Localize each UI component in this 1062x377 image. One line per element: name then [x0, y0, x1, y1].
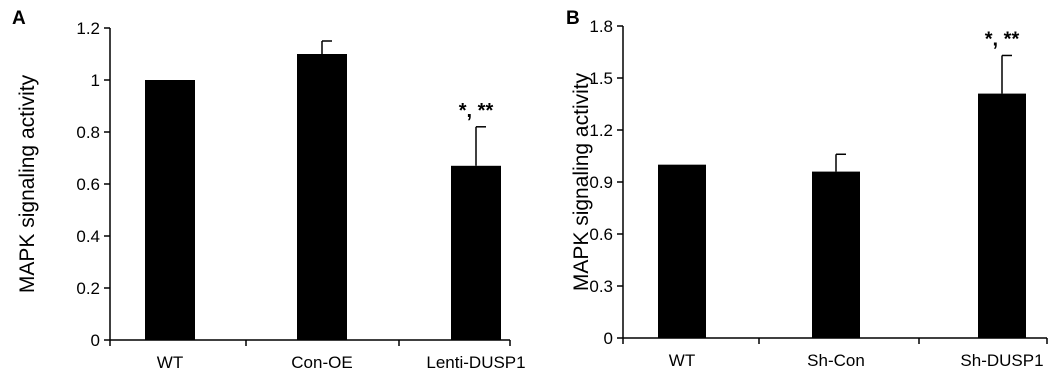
panel-b-significance-label: *, ** [985, 28, 1020, 50]
panel-b-bar [978, 93, 1026, 338]
panel-b-letter: B [566, 8, 580, 29]
panel-a-y-tick-label: 0.2 [76, 279, 100, 298]
panel-a-bar [145, 80, 195, 340]
panel-b-y-tick-label: 1.8 [589, 17, 613, 36]
panel-a-y-tick-label: 0.4 [76, 227, 100, 246]
panel-b-y-axis-label: MAPK signaling activity [570, 72, 593, 291]
panel-a-category-label: Con-OE [291, 353, 352, 372]
panel-a-category-label: Lenti-DUSP1 [426, 353, 525, 372]
panel-a-category-label: WT [157, 353, 183, 372]
panel-a-significance-label: *, ** [459, 100, 494, 122]
panel-b-category-label: WT [669, 351, 695, 370]
panel-b-y-tick-label: 0.3 [589, 277, 613, 296]
panel-b-category-label: Sh-DUSP1 [960, 351, 1043, 370]
panel-a-y-tick-label: 0 [91, 331, 100, 350]
panel-b-y-tick-label: 1.2 [589, 121, 613, 140]
panel-a-y-tick-label: 0.6 [76, 175, 100, 194]
panel-b-y-tick-label: 0.9 [589, 173, 613, 192]
panel-a-y-tick-label: 1.2 [76, 19, 100, 38]
panel-b-bar [658, 164, 706, 338]
panel-b-y-tick-label: 0.6 [589, 225, 613, 244]
panel-a-y-axis-label: MAPK signaling activity [16, 74, 39, 293]
panel-b-y-tick-label: 0 [604, 329, 613, 348]
panel-a-y-tick-label: 1 [91, 71, 100, 90]
panel-a-bar [451, 165, 501, 340]
panel-b-category-label: Sh-Con [807, 351, 865, 370]
panel-a-y-tick-label: 0.8 [76, 123, 100, 142]
panel-a-letter: A [12, 8, 26, 29]
panel-b-bar [812, 171, 860, 338]
panel-b-y-tick-label: 1.5 [589, 69, 613, 88]
panel-a-bar [297, 54, 347, 340]
